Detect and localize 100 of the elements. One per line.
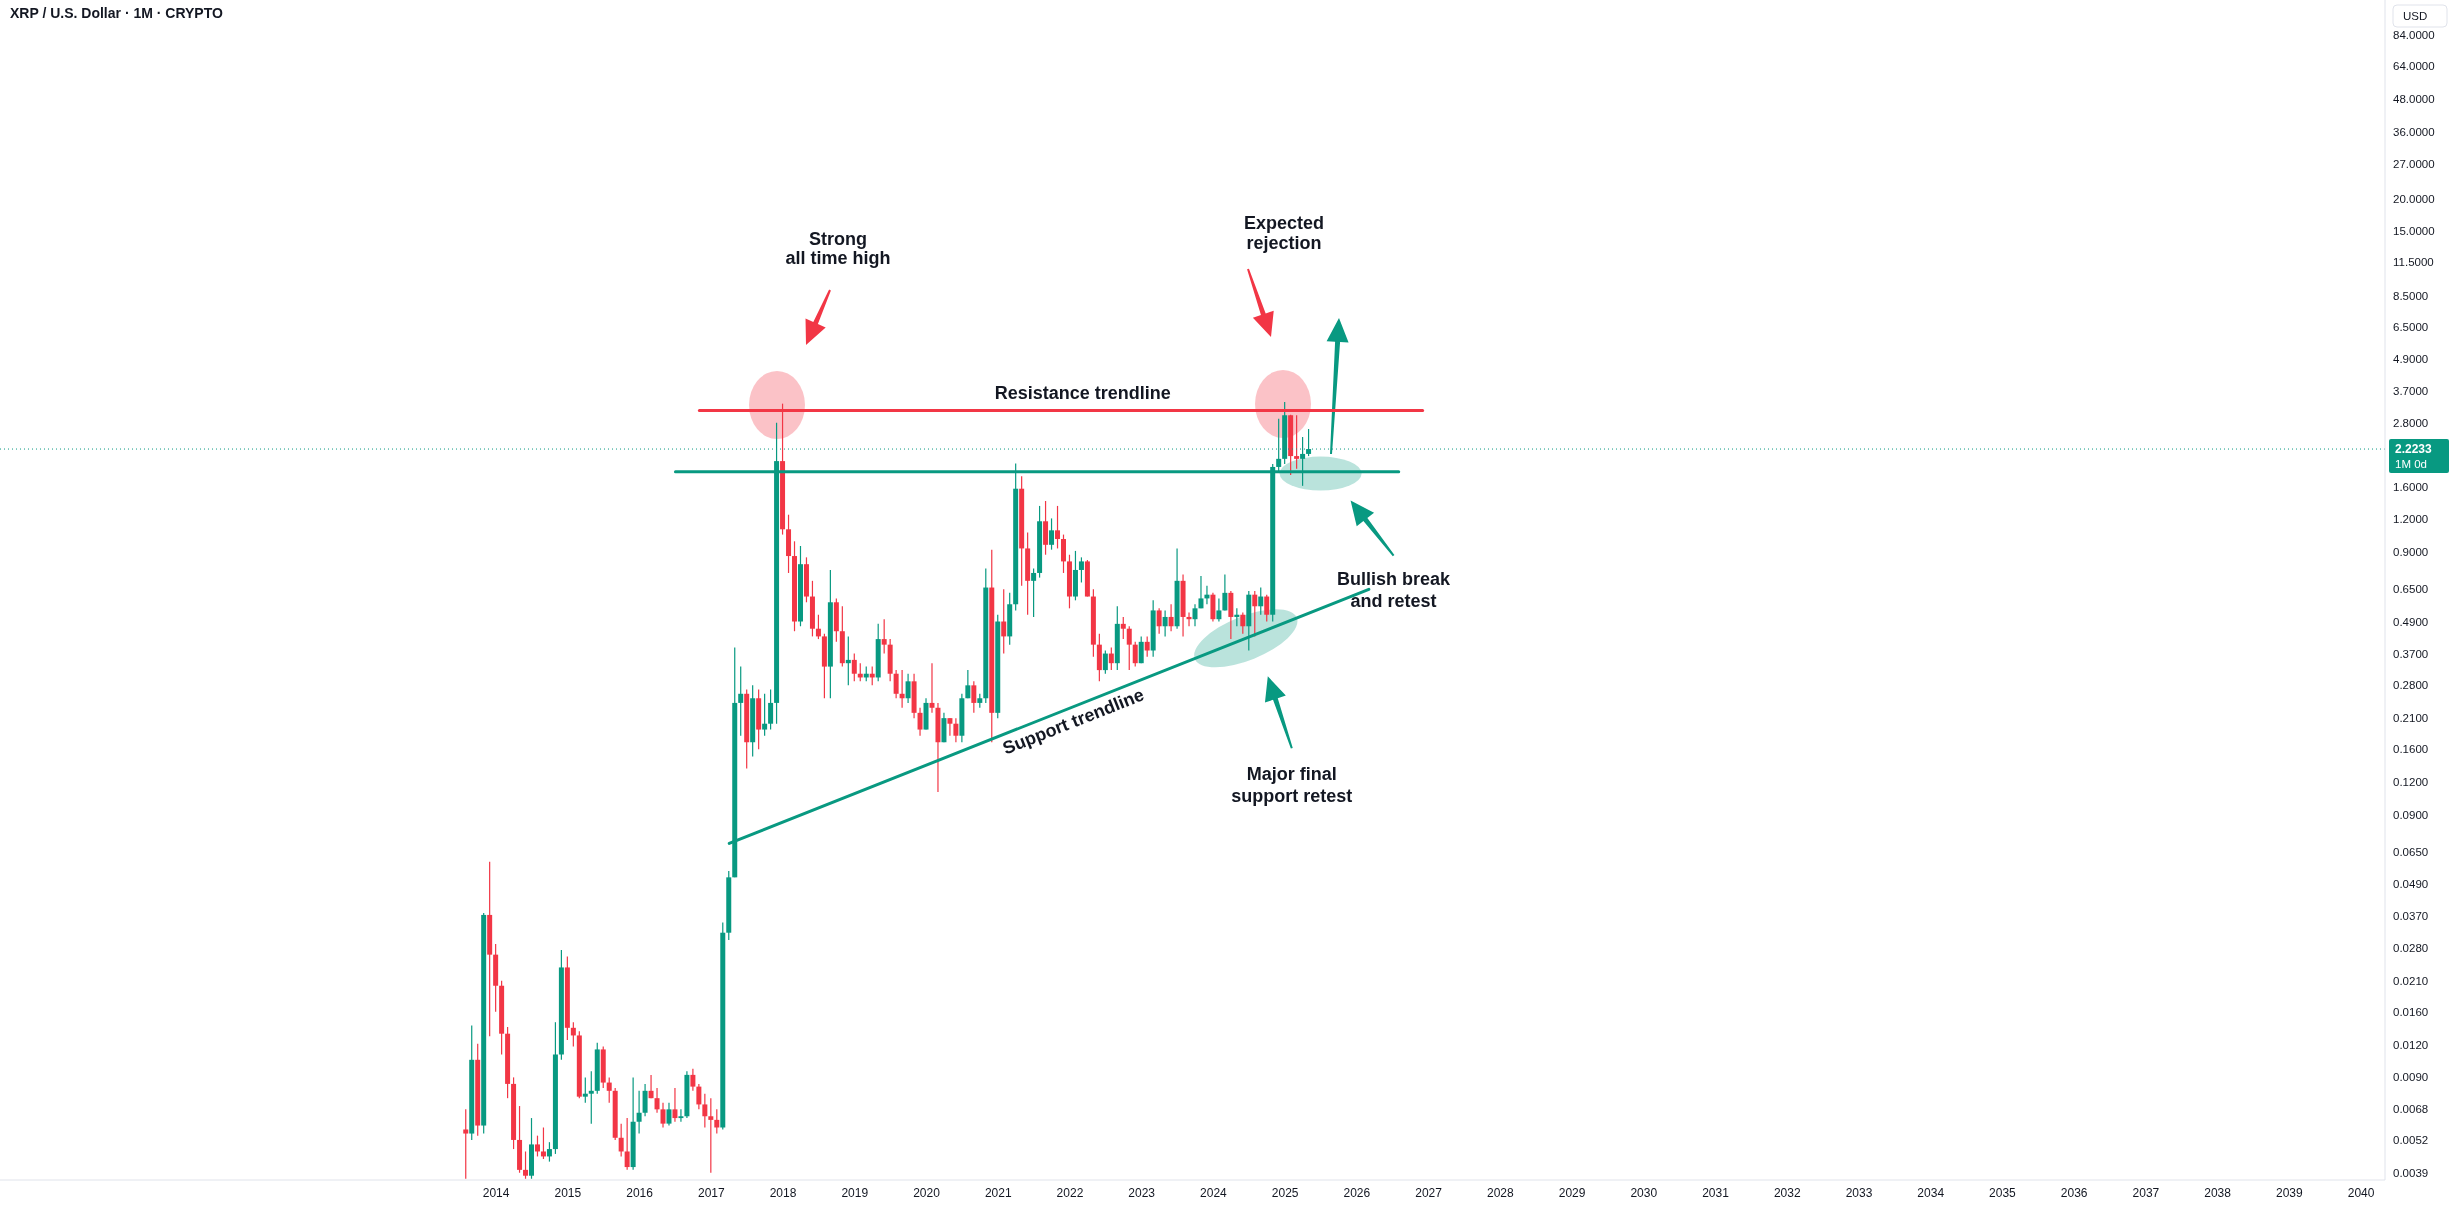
candlestick <box>929 662 935 714</box>
candlestick <box>738 666 744 737</box>
x-tick-label: 2024 <box>1200 1185 1228 1200</box>
y-tick-label: 0.0370 <box>2393 910 2429 923</box>
x-tick-label: 2039 <box>2276 1185 2304 1200</box>
candlestick <box>1078 556 1084 584</box>
y-tick-label: 0.9000 <box>2393 546 2429 559</box>
x-tick-label: 2023 <box>1128 1185 1156 1200</box>
x-tick-label: 2030 <box>1630 1185 1658 1200</box>
candlestick <box>1162 609 1168 638</box>
y-tick-label: 0.0052 <box>2393 1134 2429 1147</box>
series-label: Resistance trendline <box>994 383 1171 404</box>
candlestick <box>624 1117 630 1171</box>
x-tick-label: 2035 <box>1989 1185 2017 1200</box>
candlestick <box>1108 646 1114 671</box>
y-tick-label: 0.1600 <box>2393 743 2429 756</box>
candlestick <box>654 1087 660 1114</box>
x-tick-label: 2020 <box>913 1185 941 1200</box>
candlestick <box>1168 603 1174 632</box>
x-tick-label: 2027 <box>1415 1185 1443 1200</box>
candlestick <box>1061 533 1066 574</box>
y-tick-label: 4.9000 <box>2393 352 2429 365</box>
x-tick-label: 2034 <box>1917 1185 1945 1200</box>
y-tick-label: 0.0090 <box>2393 1071 2429 1084</box>
candlestick <box>642 1083 648 1117</box>
y-tick-label: 2.8000 <box>2393 416 2429 429</box>
y-tick-label: 15.0000 <box>2393 225 2435 238</box>
candlestick <box>1031 567 1037 618</box>
x-tick-label: 2016 <box>626 1185 654 1200</box>
candlestick <box>540 1126 546 1160</box>
candlestick <box>1126 625 1132 671</box>
candlestick <box>636 1090 642 1135</box>
annotation: Bullish break and retest <box>1337 569 1452 612</box>
y-tick-label: 0.0210 <box>2393 974 2429 987</box>
candlestick <box>1156 607 1162 635</box>
candlestick <box>1216 597 1222 623</box>
candlestick <box>1258 586 1264 616</box>
candlestick <box>588 1070 594 1125</box>
candlestick <box>1294 414 1300 470</box>
candlestick <box>1264 594 1270 623</box>
candlestick <box>660 1102 666 1129</box>
candlestick <box>851 652 857 682</box>
annotation: Strong all time high <box>785 228 891 268</box>
y-tick-label: 0.0490 <box>2393 878 2429 891</box>
x-tick-label: 2033 <box>1845 1185 1873 1200</box>
y-tick-label: 0.0650 <box>2393 845 2429 858</box>
x-tick-label: 2021 <box>984 1185 1012 1200</box>
x-tick-label: 2018 <box>769 1185 797 1200</box>
candlestick <box>1001 588 1007 655</box>
candlestick <box>570 1021 576 1048</box>
y-tick-label: 48.0000 <box>2393 92 2435 105</box>
ref-line-label: 2.2233 <box>2395 442 2433 457</box>
candlestick <box>708 1097 714 1174</box>
candlestick <box>606 1076 612 1104</box>
candlestick <box>1043 500 1049 556</box>
y-tick-label: 20.0000 <box>2393 192 2435 205</box>
chart-title: XRP / U.S. Dollar · 1M · CRYPTO <box>10 5 223 21</box>
candlestick <box>917 707 923 737</box>
candlestick <box>947 717 953 737</box>
y-tick-label: 1.2000 <box>2393 513 2429 526</box>
candlestick <box>953 717 959 743</box>
candlestick <box>1240 611 1246 635</box>
candlestick <box>1120 616 1126 640</box>
x-tick-label: 2036 <box>2060 1185 2088 1200</box>
candlestick <box>1102 649 1108 675</box>
x-tick-label: 2038 <box>2204 1185 2232 1200</box>
candlestick <box>1192 603 1198 627</box>
y-tick-label: 0.0039 <box>2393 1166 2429 1179</box>
candlestick <box>1198 575 1204 609</box>
x-tick-label: 2026 <box>1343 1185 1371 1200</box>
y-tick-label: 0.0900 <box>2393 808 2429 821</box>
x-tick-label: 2037 <box>2132 1185 2160 1200</box>
y-tick-label: 0.3700 <box>2393 647 2429 660</box>
candlestick <box>618 1123 624 1158</box>
x-tick-label: 2032 <box>1773 1185 1801 1200</box>
annotation: Expected rejection <box>1243 212 1325 253</box>
y-tick-label: 0.0280 <box>2393 942 2429 955</box>
y-tick-label: 0.4900 <box>2393 615 2429 628</box>
candlestick <box>582 1076 588 1104</box>
candlestick <box>881 618 887 655</box>
x-tick-label: 2014 <box>482 1185 510 1200</box>
y-tick-label: 11.5000 <box>2393 255 2434 268</box>
candlestick <box>815 614 821 640</box>
candlestick <box>1055 505 1061 550</box>
y-tick-label: 0.1200 <box>2393 776 2429 789</box>
candlestick <box>678 1108 684 1123</box>
candlestick <box>905 673 911 704</box>
x-tick-label: 2025 <box>1271 1185 1299 1200</box>
candlestick <box>1132 641 1138 668</box>
y-tick-label: 1.6000 <box>2393 480 2429 493</box>
candlestick <box>666 1102 672 1127</box>
candlestick <box>965 669 971 699</box>
candlestick <box>546 1141 552 1163</box>
x-tick-label: 2028 <box>1486 1185 1515 1200</box>
text: 1M 0d <box>2395 458 2427 471</box>
candlestick <box>672 1087 678 1123</box>
y-tick-label: 64.0000 <box>2393 59 2435 72</box>
y-tick-label: 0.0120 <box>2393 1038 2429 1051</box>
y-tick-label: 36.0000 <box>2393 125 2435 138</box>
candlestick <box>463 1108 469 1180</box>
